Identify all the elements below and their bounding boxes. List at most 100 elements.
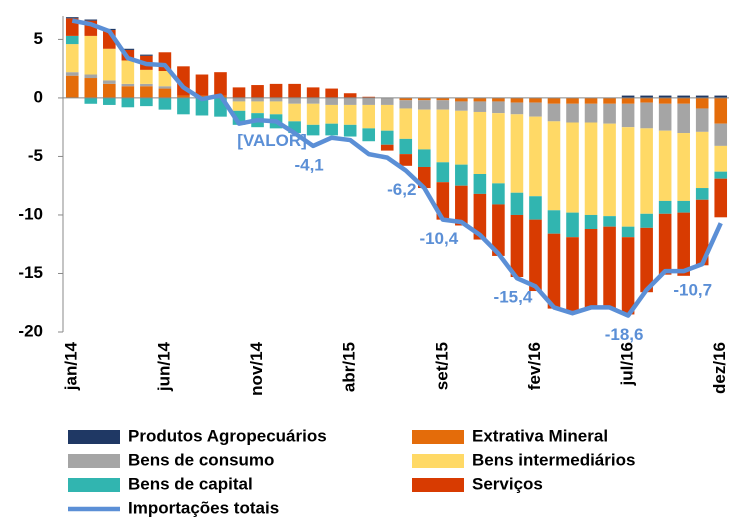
bar-segment bbox=[603, 226, 616, 309]
bar-segment bbox=[621, 237, 635, 315]
bar-segment bbox=[529, 116, 542, 197]
bar-segment bbox=[714, 145, 728, 172]
bar-segment bbox=[714, 97, 728, 124]
bar-segment bbox=[269, 101, 283, 115]
bar-segment bbox=[621, 95, 635, 98]
bar-segment bbox=[695, 199, 709, 266]
bar-segment bbox=[140, 69, 153, 84]
bar-segment bbox=[436, 97, 450, 101]
bar-segment bbox=[417, 149, 431, 167]
bar-segment bbox=[529, 196, 542, 220]
bar-segment bbox=[325, 88, 338, 98]
bar-segment bbox=[251, 97, 264, 102]
bar-segment bbox=[232, 101, 246, 111]
bar-segment bbox=[492, 204, 505, 256]
data-label: -6,2 bbox=[387, 180, 416, 199]
data-label: -10,4 bbox=[419, 229, 458, 248]
bar-segment bbox=[362, 128, 376, 142]
bar-segment bbox=[658, 213, 672, 275]
bar-segment bbox=[436, 109, 450, 163]
bar-segment bbox=[492, 183, 505, 205]
bar-segment bbox=[603, 216, 616, 227]
bar-segment bbox=[362, 104, 376, 129]
bar-segment bbox=[566, 212, 579, 238]
bar-segment bbox=[214, 72, 227, 96]
legend-swatch bbox=[412, 430, 464, 444]
bar-segment bbox=[325, 104, 338, 124]
bar-segment bbox=[566, 122, 579, 213]
bar-segment bbox=[547, 210, 561, 234]
bar-segment bbox=[455, 101, 468, 111]
bar-segment bbox=[380, 144, 394, 151]
bar-segment bbox=[455, 164, 468, 186]
bar-segment bbox=[380, 97, 394, 105]
x-tick-label: fev/16 bbox=[525, 342, 544, 390]
bar-segment bbox=[195, 74, 209, 96]
bar-segment bbox=[714, 171, 728, 179]
x-tick-label: abr/15 bbox=[340, 342, 359, 392]
bar-segment bbox=[436, 100, 450, 110]
bar-segment bbox=[547, 103, 561, 122]
bar-segment bbox=[547, 97, 561, 104]
bar-segment bbox=[343, 93, 357, 98]
bar-segment bbox=[603, 97, 616, 104]
bar-segment bbox=[510, 214, 524, 277]
bar-segment bbox=[84, 78, 98, 98]
bar-segment bbox=[510, 114, 524, 193]
bar-segment bbox=[399, 154, 413, 166]
y-tick-label: -10 bbox=[18, 204, 43, 223]
bar-segment bbox=[566, 237, 579, 311]
bar-segment bbox=[232, 87, 246, 98]
bar-segment bbox=[455, 185, 468, 226]
bar-segment bbox=[621, 127, 635, 227]
bar-segment bbox=[232, 97, 246, 102]
bar-segment bbox=[640, 128, 653, 214]
bar-segment bbox=[584, 229, 598, 308]
bar-segment bbox=[584, 214, 598, 230]
bar-segment bbox=[529, 102, 542, 117]
bar-segment bbox=[566, 103, 579, 123]
legend-label: Serviços bbox=[472, 474, 543, 493]
y-tick-label: 5 bbox=[34, 29, 43, 48]
bar-segment bbox=[269, 83, 283, 98]
legend-label: Bens de capital bbox=[128, 474, 253, 493]
bar-segment bbox=[695, 131, 709, 189]
bar-segment bbox=[677, 103, 690, 134]
bar-segment bbox=[65, 75, 79, 98]
bar-segment bbox=[640, 213, 653, 228]
bar-segment bbox=[84, 19, 98, 21]
bar-segment bbox=[658, 95, 672, 98]
bar-segment bbox=[473, 97, 487, 102]
bar-segment bbox=[343, 104, 357, 125]
bar-segment bbox=[714, 95, 728, 98]
bar-segment bbox=[362, 97, 376, 105]
bar-segment bbox=[380, 104, 394, 131]
bar-segment bbox=[158, 97, 172, 110]
bar-segment bbox=[65, 17, 79, 19]
legend-swatch bbox=[412, 478, 464, 492]
y-tick-label: -15 bbox=[18, 263, 43, 282]
x-tick-label: set/15 bbox=[432, 342, 451, 390]
bar-segment bbox=[621, 226, 635, 238]
bar-segment bbox=[677, 200, 690, 213]
bar-segment bbox=[288, 83, 301, 98]
legend-swatch bbox=[68, 478, 120, 492]
bar-segment bbox=[510, 97, 524, 103]
bar-segment bbox=[288, 103, 301, 122]
bar-segment bbox=[473, 101, 487, 112]
bar-segment bbox=[492, 97, 505, 102]
x-tick-label: jan/14 bbox=[62, 341, 81, 391]
bar-segment bbox=[325, 97, 338, 105]
bar-segment bbox=[325, 123, 338, 136]
bar-segment bbox=[399, 108, 413, 139]
legend-swatch bbox=[68, 454, 120, 468]
bar-segment bbox=[65, 44, 79, 73]
bar-segment bbox=[195, 97, 209, 116]
bar-segment bbox=[417, 109, 431, 150]
bar-segment bbox=[640, 97, 653, 103]
bar-segment bbox=[417, 100, 431, 110]
data-label: -4,1 bbox=[294, 155, 323, 174]
bar-segment bbox=[251, 85, 264, 98]
bar-segment bbox=[343, 124, 357, 137]
bar-segment bbox=[640, 102, 653, 129]
